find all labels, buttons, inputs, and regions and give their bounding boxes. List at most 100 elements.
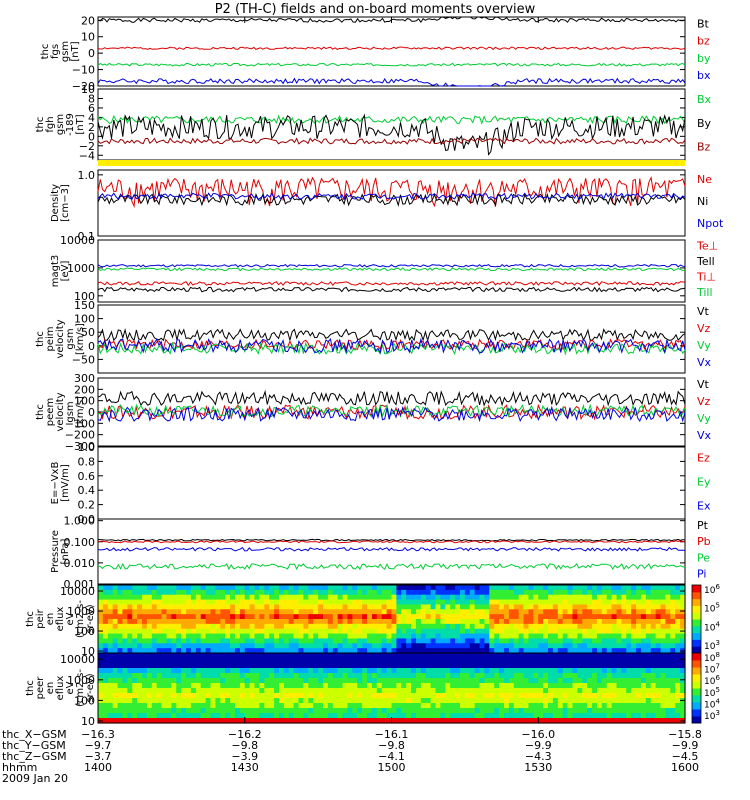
y-axis-label: [nT]: [70, 41, 81, 61]
y-axis-label: [km/s]: [75, 396, 86, 428]
spectrogram-cell: [98, 589, 104, 596]
spectrogram-cell: [415, 708, 422, 714]
spectrogram-cell: [107, 678, 114, 684]
spectrogram-cell: [406, 653, 412, 659]
spectrogram-cell: [636, 708, 642, 714]
spectrogram-cell: [582, 623, 588, 630]
spectrogram-cell: [337, 663, 344, 669]
spectrogram-cell: [675, 594, 681, 601]
spectrogram-cell: [264, 703, 270, 709]
spectrogram-cell: [234, 638, 241, 644]
spectrogram-cell: [391, 589, 397, 596]
spectrogram-cell: [308, 643, 314, 649]
spectrogram-cell: [225, 633, 231, 640]
spectrogram-cell: [406, 673, 412, 679]
spectrogram-cell: [479, 585, 486, 591]
spectrogram-cell: [645, 614, 652, 620]
spectrogram-cell: [401, 673, 407, 679]
spectrogram-cell: [107, 668, 114, 674]
spectrogram-cell: [308, 693, 314, 699]
spectrogram-cell: [308, 585, 314, 591]
spectrogram-cell: [592, 663, 598, 669]
spectrogram-cell: [98, 614, 104, 620]
spectrogram-cell: [367, 594, 373, 601]
spectrogram-cell: [406, 609, 412, 615]
spectrogram-cell: [274, 653, 280, 659]
spectrogram-cell: [621, 594, 627, 601]
spectrogram-cell: [230, 693, 236, 699]
spectrogram-cell: [616, 688, 623, 694]
spectrogram-cell: [538, 594, 544, 601]
spectrogram-cell: [337, 683, 344, 689]
spectrogram-cell: [494, 638, 500, 644]
spectrogram-cell: [391, 643, 397, 649]
spectrogram-cell: [670, 648, 676, 654]
spectrogram-cell: [132, 589, 138, 596]
y-axis-label: [nT]: [75, 114, 86, 134]
spectrogram-cell: [411, 623, 417, 630]
spectrogram-cell: [636, 638, 642, 644]
spectrogram-cell: [577, 648, 583, 654]
spectrogram-cell: [577, 658, 583, 664]
spectrogram-cell: [244, 673, 251, 679]
spectrogram-cell: [411, 599, 417, 606]
spectrogram-cell: [538, 638, 544, 644]
spectrogram-cell: [186, 663, 192, 669]
spectrogram-cell: [367, 628, 373, 635]
spectrogram-cell: [269, 614, 275, 620]
spectrogram-cell: [156, 673, 163, 679]
spectrogram-cell: [357, 663, 363, 669]
spectrogram-cell: [401, 703, 407, 709]
spectrogram-cell: [166, 628, 172, 635]
spectrogram-cell: [650, 683, 657, 689]
spectrogram-cell: [479, 673, 486, 679]
spectrogram-cell: [151, 633, 158, 640]
series-line-Pb: [97, 540, 686, 544]
spectrogram-cell: [596, 668, 603, 674]
spectrogram-cell: [616, 663, 623, 669]
spectrogram-cell: [132, 648, 138, 654]
spectrogram-cell: [455, 708, 461, 714]
spectrogram-cell: [122, 594, 128, 601]
spectrogram-cell: [626, 585, 632, 591]
spectrogram-cell: [626, 718, 632, 724]
spectrogram-cell: [616, 648, 623, 654]
spectrogram-cell: [156, 698, 163, 704]
spectrogram-cell: [538, 585, 544, 591]
spectrogram-cell: [670, 628, 676, 635]
spectrogram-cell: [675, 599, 681, 606]
spectrogram-cell: [342, 698, 349, 704]
spectrogram-cell: [293, 703, 300, 709]
spectrogram-cell: [567, 713, 574, 719]
spectrogram-cell: [474, 594, 481, 601]
spectrogram-cell: [283, 693, 290, 699]
spectrogram-cell: [587, 688, 593, 694]
spectrogram-cell: [303, 658, 309, 664]
spectrogram-cell: [543, 619, 549, 625]
spectrogram-cell: [142, 589, 148, 596]
spectrogram-cell: [552, 638, 559, 644]
y-axis-label: (cm2-s-: [75, 669, 86, 707]
spectrogram-cell: [323, 683, 329, 689]
spectrogram-cell: [430, 604, 437, 610]
spectrogram-cell: [376, 678, 383, 684]
spectrogram-cell: [225, 619, 231, 625]
spectrogram-cell: [435, 609, 442, 615]
spectrogram-cell: [665, 648, 671, 654]
spectrogram-cell: [112, 673, 119, 679]
spectrogram-cell: [440, 708, 446, 714]
spectrogram-cell: [132, 708, 138, 714]
spectrogram-cell: [401, 585, 407, 591]
spectrogram-cell: [151, 614, 158, 620]
spectrogram-cell: [347, 703, 353, 709]
spectrogram-cell: [415, 599, 422, 606]
spectrogram-cell: [102, 673, 109, 679]
spectrogram-cell: [371, 683, 378, 689]
spectrogram-cell: [543, 658, 549, 664]
spectrogram-cell: [577, 678, 583, 684]
spectrogram-cell: [484, 638, 490, 644]
spectrogram-cell: [181, 658, 187, 664]
spectrogram-cell: [567, 609, 574, 615]
spectrogram-cell: [552, 633, 559, 640]
